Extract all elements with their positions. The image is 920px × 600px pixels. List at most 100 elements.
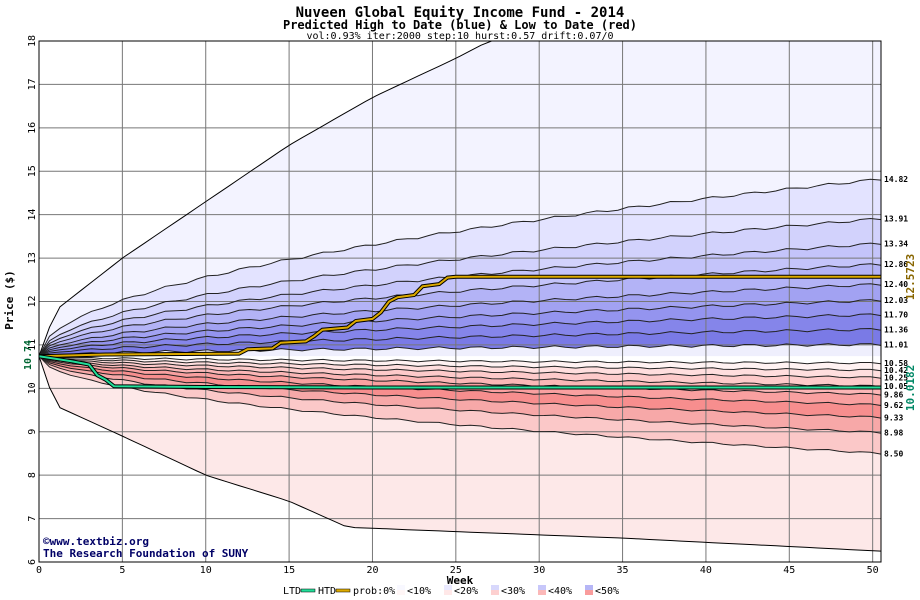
x-tick-label: 25 [450, 565, 462, 576]
low-quantile-curve [38, 355, 882, 396]
low-quantile-curve [38, 355, 882, 419]
low-band-9 [39, 356, 881, 552]
y-tick-label: 6 [27, 559, 38, 565]
x-tick-label: 50 [867, 565, 879, 576]
y-tick-label: 12 [27, 295, 38, 307]
y-tick-label: 16 [27, 122, 38, 134]
y-axis-label: Price ($) [3, 270, 16, 330]
quantile-value-label: 10.05 [884, 382, 908, 391]
x-tick-label: 5 [119, 565, 125, 576]
low-band-5 [39, 356, 881, 406]
y-tick-label: 13 [27, 252, 38, 264]
low-quantile-curve [38, 355, 882, 455]
y-tick-label: 18 [27, 35, 38, 47]
legend-swatch-low [491, 590, 499, 595]
watermark-org: The Research Foundation of SUNY [43, 547, 249, 560]
high-quantile-curve [38, 178, 882, 357]
quantile-value-label: 12.03 [884, 296, 908, 305]
low-quantile-curve [38, 356, 882, 552]
low-band-7 [39, 356, 881, 434]
watermark-url: ©www.textbiz.org [43, 535, 149, 548]
axes: 0 5 10 15 20 25 30 35 40 45 50 6 7 8 9 10 11 12 13 14 15 16 17… [27, 35, 882, 576]
x-tick-label: 30 [533, 565, 545, 576]
high-quantile-curve [38, 313, 882, 357]
y-tick-label: 8 [27, 472, 38, 478]
legend-swatch-high [585, 585, 593, 590]
high-band-2 [39, 218, 881, 357]
start-price-label: 10.74 [23, 340, 34, 370]
legend-swatch-low [397, 590, 405, 595]
watermark: ©www.textbiz.org The Research Foundation… [43, 535, 249, 560]
quantile-value-label: 11.36 [884, 325, 908, 334]
high-band-6 [39, 299, 881, 357]
high-band-7 [39, 313, 881, 357]
legend-prob-item: <50% [595, 586, 619, 597]
low-quantile-curve [38, 355, 882, 379]
x-axis-label: Week [447, 574, 474, 587]
grid [38, 40, 881, 563]
x-tick-label: 20 [366, 565, 378, 576]
quantile-value-label: 9.33 [884, 413, 903, 422]
quantile-value-label: 10.25 [884, 373, 908, 382]
quantile-value-label: 11.70 [884, 311, 908, 320]
series [38, 274, 881, 390]
low-band-8 [39, 356, 881, 455]
y-tick-label: 17 [27, 78, 38, 90]
legend-swatch-high [397, 585, 405, 590]
high-quantile-curve [38, 327, 882, 357]
quantile-value-label: 12.40 [884, 280, 908, 289]
x-tick-label: 15 [283, 565, 295, 576]
ltd-current-value: 10.0182 [904, 365, 917, 411]
legend-prob-item: <30% [501, 586, 525, 597]
chart-params: vol:0.93% iter:2000 step:10 hurst:0.57 d… [306, 31, 613, 42]
y-tick-label: 10 [27, 382, 38, 394]
x-tick-label: 45 [783, 565, 795, 576]
quantile-value-label: 12.86 [884, 260, 908, 269]
quantile-value-label: 8.50 [884, 449, 903, 458]
legend-swatch-high [538, 585, 546, 590]
legend-swatch-high [491, 585, 499, 590]
quantile-value-label: 8.98 [884, 429, 903, 438]
legend-htd-label: HTD [318, 586, 336, 597]
low-quantile-curve [38, 355, 882, 365]
low-band-3 [39, 356, 881, 387]
legend-ltd-swatch [300, 588, 316, 593]
high-band-9 [39, 343, 881, 357]
chart-header: Nuveen Global Equity Income Fund - 2014 … [283, 5, 637, 42]
y-tick-label: 11 [27, 339, 38, 351]
legend-swatch-low [444, 590, 452, 595]
plot-frame [38, 40, 882, 563]
x-tick-label: 35 [617, 565, 629, 576]
high-quantile-curve [38, 217, 882, 357]
high-quantile-curve [38, 299, 882, 357]
legend-swatch-low [585, 590, 593, 595]
x-tick-label: 10 [200, 565, 212, 576]
low-quantile-curve [38, 355, 882, 406]
high-quantile-curve [38, 263, 882, 357]
quantile-value-label: 13.91 [884, 215, 908, 224]
legend-prob-item: <20% [454, 586, 478, 597]
quantile-value-label: 9.86 [884, 390, 903, 399]
low-quantile-curve [38, 355, 882, 372]
low-band-4 [39, 356, 881, 396]
high-band-1 [39, 179, 881, 357]
low-band-6 [39, 356, 881, 419]
quantile-value-label: 14.82 [884, 175, 908, 184]
low-band-0 [39, 356, 881, 364]
legend-prob-item: <10% [407, 586, 431, 597]
quantile-value-label: 9.62 [884, 401, 903, 410]
high-quantile-curve [38, 343, 882, 357]
quantile-value-label: 10.42 [884, 366, 908, 375]
legend: LTD HTD prob:0% <10% <20% <30% <40% <50% [283, 585, 619, 597]
quantile-value-label: 10.58 [884, 359, 908, 368]
quantile-value-label: 11.01 [884, 340, 908, 349]
y-tick-label: 14 [27, 209, 38, 221]
chart-title: Nuveen Global Equity Income Fund - 2014 [296, 5, 625, 21]
legend-prob-label: prob:0% [353, 586, 395, 597]
legend-swatch-low [538, 590, 546, 595]
y-tick-label: 9 [27, 429, 38, 435]
quantile-labels: 14.82 13.91 13.34 12.86 12.40 12.03 11.70 11.36… [884, 175, 908, 458]
x-tick-label: 0 [36, 565, 42, 576]
legend-htd-swatch [335, 588, 351, 593]
